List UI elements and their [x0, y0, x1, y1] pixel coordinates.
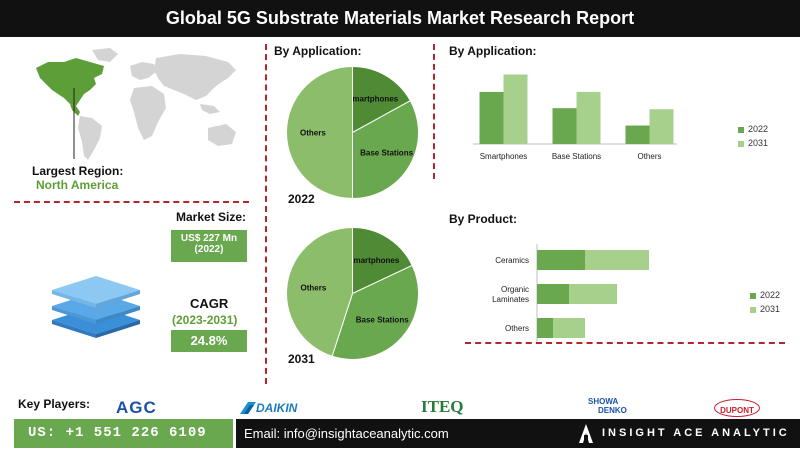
showa-text: SHOWA — [588, 397, 619, 406]
pie-slice-base-stations — [331, 264, 419, 360]
pie-slice-smartphones — [352, 226, 413, 295]
pie-label-base-stations: Base Stations — [360, 149, 413, 158]
bar-chart-application: Smartphones Base Stations Others — [473, 74, 677, 161]
pie-label-smartphones: Smartphones — [348, 256, 400, 265]
pie-slice-base-stations — [352, 100, 419, 200]
cagr-value: 24.8% — [171, 330, 247, 352]
footer-bar: Email: info@insightaceanalytic.com INSIG… — [236, 419, 800, 448]
legend-swatch-2031 — [750, 306, 756, 313]
denko-text: DENKO — [598, 406, 627, 415]
brand-name: INSIGHT ACE ANALYTIC — [602, 427, 790, 439]
largest-region-label: Largest Region: — [32, 164, 124, 178]
divider-right-vertical — [433, 44, 435, 179]
bar-base-stations-2031 — [576, 91, 601, 144]
legend-swatch-2031 — [738, 140, 744, 147]
contact-email: Email: info@insightaceanalytic.com — [244, 426, 449, 441]
pie-section-title: By Application: — [274, 44, 362, 58]
map-north-america — [36, 58, 104, 106]
legend-swatch-2022 — [750, 292, 756, 299]
map-southeast-asia — [200, 104, 220, 114]
largest-region-value: North America — [36, 178, 119, 192]
legend-swatch-2022 — [738, 126, 744, 133]
market-size-year: (2022) — [194, 244, 224, 255]
map-central-america — [70, 104, 80, 116]
map-africa — [130, 86, 166, 140]
report-title: Global 5G Substrate Materials Market Res… — [0, 0, 800, 37]
divider-left — [14, 201, 249, 203]
market-size-box: US$ 227 Mn (2022) — [171, 230, 247, 262]
bar-legend: 2022 2031 — [738, 122, 768, 150]
bar-base-stations-2022 — [552, 108, 577, 144]
cagr-period: (2023-2031) — [172, 313, 238, 327]
divider-right — [465, 342, 785, 344]
layers-icon — [52, 276, 140, 338]
map-asia — [154, 54, 236, 100]
logo-showa-denko: SHOWA DENKO — [588, 397, 632, 417]
hbar-others-2031 — [553, 318, 585, 338]
bar-smartphones-2031 — [503, 74, 528, 144]
legend-item-2022: 2022 — [750, 288, 780, 302]
pie-label-others: Others — [300, 129, 326, 138]
map-south-america — [78, 116, 102, 160]
product-legend: 2022 2031 — [750, 288, 780, 316]
logo-agc: AGC — [116, 398, 157, 417]
logo-daikin: DAIKIN — [240, 401, 312, 415]
logo-iteq: ITEQ — [421, 397, 464, 416]
legend-item-2031: 2031 — [750, 302, 780, 316]
bar-others-2031 — [649, 109, 674, 144]
pie-slice-others — [286, 226, 353, 357]
legend-item-2031: 2031 — [738, 136, 768, 150]
pie-chart-2031: Smartphones Base Stations Others — [286, 226, 419, 360]
legend-label-2031: 2031 — [748, 138, 769, 148]
divider-left-vertical — [265, 44, 267, 384]
pie-chart-2022: Smartphones Base Stations Others — [286, 65, 419, 200]
pie-slice-others — [286, 65, 353, 200]
map-greenland — [92, 48, 118, 62]
pie-label-base-stations: Base Stations — [356, 316, 409, 325]
y-tick-organic-laminates: Organic Laminates — [492, 285, 529, 304]
pie-label-smartphones: Smartphones — [347, 94, 399, 103]
hbar-organic-laminates-2022 — [537, 284, 569, 304]
contact-phone: US: +1 551 226 6109 — [14, 419, 233, 448]
dupont-text: DUPONT — [720, 406, 754, 415]
key-players-label: Key Players: — [18, 397, 91, 411]
daikin-mark-icon — [240, 402, 256, 414]
legend-label-2022: 2022 — [760, 290, 781, 300]
bar-others-2022 — [625, 125, 650, 144]
pie-2031-caption: 2031 — [288, 352, 315, 366]
hbar-others-2022 — [537, 318, 553, 338]
x-tick-smartphones: Smartphones — [480, 152, 528, 161]
bar-section-title: By Application: — [449, 44, 537, 58]
y-tick-others: Others — [505, 324, 529, 333]
logo-dupont: DUPONT — [714, 399, 760, 417]
x-tick-others: Others — [637, 152, 661, 161]
map-australia — [208, 124, 236, 146]
daikin-text: DAIKIN — [256, 401, 298, 415]
legend-label-2031: 2031 — [760, 304, 781, 314]
market-size-label: Market Size: — [176, 210, 247, 224]
bar-smartphones-2022 — [479, 91, 504, 144]
world-map — [36, 48, 236, 160]
product-section-title: By Product: — [449, 212, 518, 226]
market-size-value: US$ 227 Mn — [180, 233, 238, 244]
bar-chart-product: Ceramics Organic Laminates Others — [492, 244, 649, 342]
brand-logo-icon — [579, 424, 593, 443]
hbar-ceramics-2031 — [585, 250, 649, 270]
pie-label-others: Others — [300, 283, 326, 292]
legend-item-2022: 2022 — [738, 122, 768, 136]
legend-label-2022: 2022 — [748, 124, 769, 134]
y-tick-ceramics: Ceramics — [495, 256, 529, 265]
hbar-organic-laminates-2031 — [569, 284, 617, 304]
cagr-label: CAGR — [190, 296, 229, 311]
pie-2022-caption: 2022 — [288, 192, 315, 206]
x-tick-base-stations: Base Stations — [552, 152, 601, 161]
hbar-ceramics-2022 — [537, 250, 585, 270]
map-europe — [130, 62, 156, 80]
pie-slice-smartphones — [352, 65, 412, 134]
